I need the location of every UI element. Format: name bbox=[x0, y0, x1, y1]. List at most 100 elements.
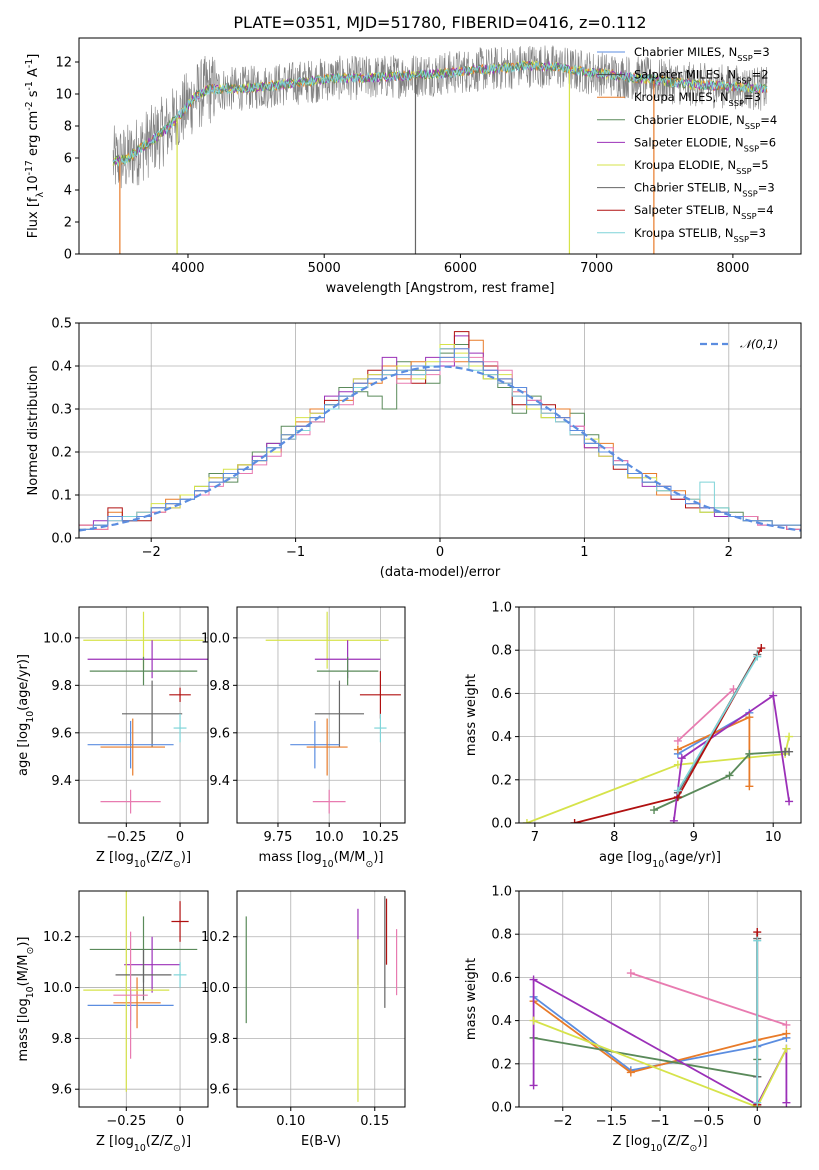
x-tick-label: 5000 bbox=[308, 261, 341, 276]
y-axis-label: mass weight bbox=[464, 674, 479, 756]
text-run: )] bbox=[181, 1134, 191, 1149]
x-tick-label: 7000 bbox=[580, 261, 613, 276]
x-tick-label: 0 bbox=[436, 545, 444, 560]
y-tick-label: 4 bbox=[64, 184, 72, 199]
weight-line bbox=[533, 1000, 787, 1074]
plot-area bbox=[83, 611, 208, 814]
text-run: Normed distribution bbox=[26, 366, 41, 496]
subscript: ⊙ bbox=[365, 859, 373, 870]
x-tick-label: −2 bbox=[553, 1114, 572, 1129]
text-run: Z [log bbox=[612, 1134, 650, 1149]
axes: −2 −1.5 −1 −0.5 0 0.0 0.2 0.4 0.6 0.8 1.0 Z [log10(… bbox=[464, 885, 802, 1154]
x-axis-label: Z [log10(Z/Z⊙)] bbox=[96, 1134, 191, 1154]
y-tick-label: 10.0 bbox=[201, 981, 230, 996]
x-tick-label: 0 bbox=[753, 1114, 761, 1129]
text-run: Kroupa MILES, N bbox=[634, 90, 729, 104]
weight-line bbox=[630, 972, 787, 1026]
weight-marker bbox=[769, 691, 778, 700]
text-run: =6 bbox=[759, 135, 776, 149]
weight-line bbox=[574, 647, 763, 823]
panel-weight-vs-z: −2 −1.5 −1 −0.5 0 0.0 0.2 0.4 0.6 0.8 1.0 Z [log10(… bbox=[464, 885, 802, 1154]
subscript: 10 bbox=[650, 1143, 662, 1154]
weight-marker bbox=[626, 969, 635, 978]
y-tick-label: 12 bbox=[55, 56, 72, 71]
legend-label: Chabrier MILES, NSSP=3 bbox=[634, 45, 770, 63]
legend-label: Salpeter STELIB, NSSP=4 bbox=[634, 203, 774, 221]
text-run: (M/M bbox=[334, 850, 366, 865]
plot-area bbox=[529, 928, 791, 1107]
weight-marker bbox=[570, 819, 579, 823]
text-run: Kroupa STELIB, N bbox=[634, 226, 734, 240]
text-run: )] bbox=[181, 850, 191, 865]
x-axis-label: mass [log10(M/M⊙)] bbox=[259, 850, 384, 870]
plot-area bbox=[79, 331, 801, 538]
subscript: ⊙ bbox=[173, 859, 181, 870]
weight-marker bbox=[753, 652, 762, 661]
weight-marker bbox=[745, 782, 754, 791]
y-tick-label: 2 bbox=[64, 216, 72, 231]
x-tick-label: 10 bbox=[765, 830, 782, 845]
x-axis-label: Z [log10(Z/Z⊙)] bbox=[612, 1134, 707, 1154]
text-run: Chabrier MILES, N bbox=[634, 45, 737, 59]
subscript: ⊙ bbox=[25, 947, 36, 955]
subscript: SSP bbox=[729, 98, 744, 108]
y-tick-label: 9.6 bbox=[209, 726, 230, 741]
superscript: -17 bbox=[24, 160, 35, 175]
y-axis-label: mass [log10(M/M⊙)] bbox=[16, 937, 36, 1062]
text-run: (data-model)/error bbox=[380, 565, 501, 580]
superscript: -2 bbox=[24, 101, 35, 110]
subscript: SSP bbox=[734, 234, 749, 244]
weight-marker bbox=[673, 786, 682, 795]
text-run: ] bbox=[26, 54, 41, 59]
y-tick-label: 10.0 bbox=[201, 631, 230, 646]
text-run: 10 bbox=[26, 175, 41, 192]
y-axis-label: Normed distribution bbox=[26, 366, 41, 496]
y-tick-label: 9.8 bbox=[209, 679, 230, 694]
weight-marker bbox=[529, 1081, 538, 1090]
spectrum-model-line bbox=[112, 59, 768, 167]
weight-marker bbox=[753, 1098, 762, 1107]
weight-marker bbox=[782, 1098, 791, 1107]
legend-label: 𝒩(0,1) bbox=[740, 337, 778, 351]
weight-marker bbox=[745, 749, 754, 758]
text-run: E(B-V) bbox=[301, 1134, 341, 1149]
y-tick-label: 0.4 bbox=[491, 1014, 512, 1029]
weight-marker bbox=[529, 975, 538, 984]
text-run: )] bbox=[697, 1134, 707, 1149]
y-axis-label: Flux [fλ10-17 erg cm-2 s-1 A-1] bbox=[24, 54, 46, 239]
subscript: SSP bbox=[736, 166, 751, 176]
text-run: =4 bbox=[757, 203, 774, 217]
text-run: mass weight bbox=[464, 958, 479, 1040]
weight-marker bbox=[785, 732, 794, 741]
legend-label: Kroupa STELIB, NSSP=3 bbox=[634, 226, 766, 244]
x-tick-label: 8 bbox=[610, 830, 618, 845]
y-tick-label: 0.5 bbox=[51, 317, 72, 332]
subscript: 10 bbox=[134, 859, 146, 870]
axes: −2 −1 0 1 2 0.0 0.1 0.2 0.3 0.4 0.5 (data-model)/er… bbox=[26, 317, 802, 580]
text-run: (M/M bbox=[16, 955, 31, 987]
y-tick-label: 10.2 bbox=[201, 930, 230, 945]
subscript: 10 bbox=[25, 986, 36, 998]
y-tick-label: 9.4 bbox=[51, 774, 72, 789]
legend-label: Chabrier ELODIE, NSSP=4 bbox=[634, 113, 777, 131]
axes-frame bbox=[236, 606, 406, 824]
x-tick-label: −1 bbox=[286, 545, 305, 560]
axes-frame bbox=[78, 606, 209, 824]
x-axis-label: age [log10(age/yr)] bbox=[599, 850, 721, 870]
text-run: age [log bbox=[16, 723, 31, 776]
axes: −0.25 09.69.810.010.2Z [log10(Z/Z⊙)]mass … bbox=[16, 890, 209, 1154]
weight-marker bbox=[745, 713, 754, 722]
text-run: (age/yr)] bbox=[664, 850, 721, 865]
y-tick-label: 0.8 bbox=[491, 644, 512, 659]
superscript: -1 bbox=[24, 59, 35, 68]
text-run: Salpeter ELODIE, N bbox=[634, 135, 744, 149]
subscript: λ bbox=[35, 191, 46, 197]
legend-label: Kroupa ELODIE, NSSP=5 bbox=[634, 158, 769, 176]
subscript: 10 bbox=[322, 859, 334, 870]
subscript: SSP bbox=[745, 121, 760, 131]
y-tick-label: 9.8 bbox=[51, 679, 72, 694]
weight-marker bbox=[725, 771, 734, 780]
legend-label: Salpeter ELODIE, NSSP=6 bbox=[634, 135, 776, 153]
weight-marker bbox=[626, 1068, 635, 1077]
plot-area bbox=[245, 896, 398, 1102]
